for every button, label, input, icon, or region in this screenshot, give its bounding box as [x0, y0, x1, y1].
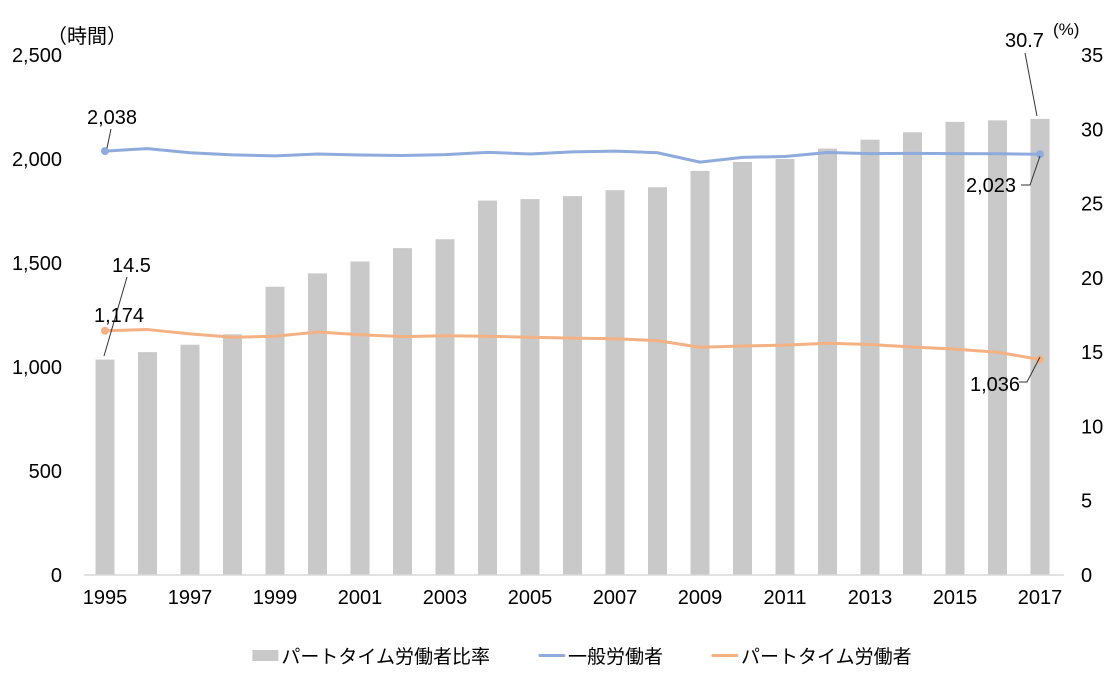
bar-swatch-icon [252, 650, 279, 661]
x-axis-tick: 2007 [593, 587, 638, 609]
line-series-1 [103, 147, 1042, 164]
bar-2017 [1030, 118, 1050, 575]
legend-label-parttime-ratio: パートタイム労働者比率 [281, 647, 490, 668]
bar-2005 [520, 199, 540, 575]
legend-label-parttime-workers: パートタイム労働者 [741, 647, 912, 668]
right-axis-tick: 15 [1081, 342, 1103, 364]
line-series-2 [103, 328, 1042, 362]
bar-2008 [648, 187, 667, 575]
line-swatch-icon [537, 654, 565, 657]
line-endpoint-marker [101, 147, 109, 156]
right-axis-unit-label: (%) [1053, 20, 1080, 39]
left-axis-tick: 2,000 [12, 149, 62, 171]
x-axis-tick: 1995 [83, 587, 128, 609]
left-axis-unit-label: （時間） [47, 26, 127, 48]
bar-2006 [563, 196, 582, 575]
bar-2010 [733, 161, 752, 575]
x-axis-tick: 2015 [933, 587, 978, 609]
legend-item-parttime-ratio: パートタイム労働者比率 [252, 642, 490, 669]
x-axis-tick: 2003 [423, 587, 468, 609]
left-axis-tick: 0 [51, 565, 62, 587]
right-axis-tick: 10 [1081, 416, 1103, 438]
bar-2007 [605, 190, 625, 575]
bar-2000 [308, 273, 327, 575]
x-axis-tick: 2009 [678, 587, 723, 609]
bar-2001 [350, 261, 370, 575]
bar-2012 [818, 148, 837, 575]
bar-1998 [223, 334, 242, 575]
right-axis-tick: 35 [1081, 45, 1103, 67]
annotation-a2023: 2,023 [966, 175, 1016, 197]
legend-item-general-workers: 一般労働者 [537, 642, 664, 669]
line-swatch-icon [711, 654, 739, 657]
right-axis-tick: 5 [1081, 491, 1092, 513]
right-axis-tick: 0 [1081, 565, 1092, 587]
legend-item-parttime-workers: パートタイム労働者 [711, 642, 912, 669]
legend-label-general-workers: 一般労働者 [567, 647, 664, 668]
left-axis-tick: 2,500 [12, 45, 62, 67]
bar-1997 [180, 344, 200, 575]
bar-2016 [988, 120, 1007, 575]
line-endpoint-marker [1036, 150, 1044, 159]
plot-area: 0 500 1,000 1,500 2,000 2,500 0 5 10 15 20 25 30 35 19… [12, 30, 1103, 609]
bar-2013 [860, 139, 880, 575]
annotation-a2038: 2,038 [87, 107, 137, 129]
annotation-a1174: 1,174 [94, 305, 144, 327]
annotation-a30_7: 30.7 [1005, 30, 1044, 52]
line-endpoint-marker [101, 326, 109, 335]
left-axis-tick: 500 [29, 461, 62, 483]
bar-2004 [478, 200, 497, 575]
x-axis-tick: 1997 [168, 587, 213, 609]
x-axis-tick: 1999 [253, 587, 298, 609]
annotation-callout-line [1019, 356, 1041, 383]
right-axis-tick: 30 [1081, 119, 1103, 141]
left-axis-tick: 1,000 [12, 357, 62, 379]
annotation-callout-line [106, 128, 112, 149]
annotation-callout-line [103, 276, 128, 357]
x-axis-tick: 2013 [848, 587, 893, 609]
bar-2003 [435, 239, 455, 575]
annotation-a14_5: 14.5 [112, 255, 151, 277]
bar-2014 [903, 132, 922, 575]
x-axis-tick: 2005 [508, 587, 553, 609]
right-axis-tick: 25 [1081, 194, 1103, 216]
annotation-callout-line [1024, 52, 1038, 117]
x-axis-tick: 2011 [763, 587, 806, 609]
bar-2011 [775, 159, 795, 575]
left-axis-tick: 1,500 [12, 253, 62, 275]
legend: パートタイム労働者比率 一般労働者 パートタイム労働者 [252, 642, 912, 669]
bar-1999 [265, 286, 285, 575]
x-axis-tick: 2001 [338, 587, 383, 609]
annotation-callout-line [1021, 155, 1041, 186]
x-axis-tick: 2017 [1018, 587, 1063, 609]
right-axis-tick: 20 [1081, 268, 1103, 290]
bar-2002 [393, 248, 412, 575]
bar-1996 [138, 352, 157, 575]
bar-2009 [690, 170, 710, 575]
bar-1995 [95, 359, 115, 575]
annotation-a1036: 1,036 [970, 374, 1020, 396]
